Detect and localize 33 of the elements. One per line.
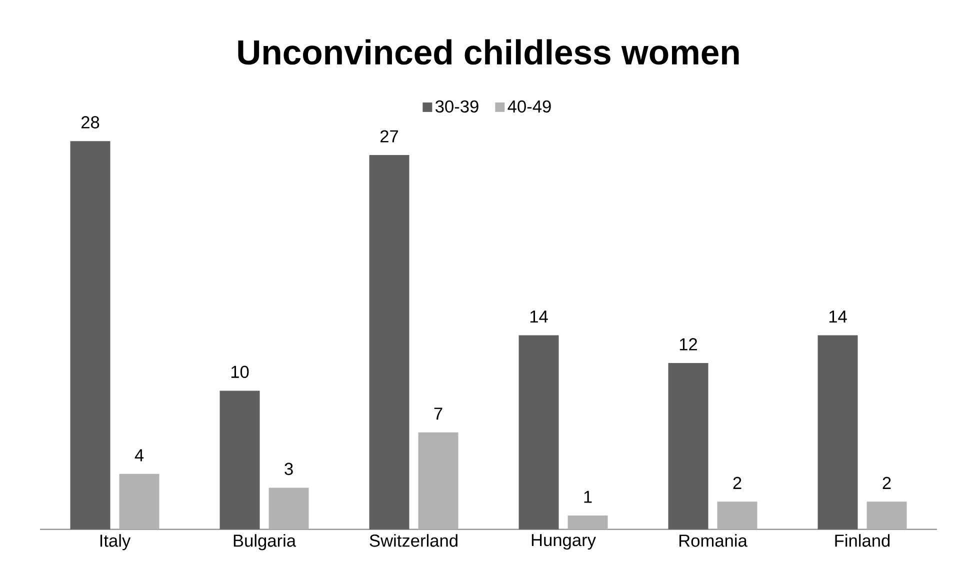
data-label: 2	[882, 476, 891, 489]
bar	[369, 155, 410, 530]
bar	[866, 502, 907, 530]
data-label: 28	[81, 116, 100, 128]
x-tick-label: Romania	[679, 534, 748, 547]
data-label: 27	[380, 130, 398, 142]
data-label: 12	[680, 338, 698, 350]
bar	[717, 502, 758, 530]
legend-label: 30-39	[436, 100, 478, 113]
data-label: 3	[284, 462, 293, 476]
bar	[668, 363, 708, 530]
x-tick-label: Bulgaria	[234, 534, 296, 550]
legend-label: 40-49	[508, 100, 551, 113]
x-tick-label: Finland	[835, 534, 890, 547]
data-label: 7	[434, 408, 442, 420]
data-label: 4	[134, 449, 144, 462]
bar	[518, 335, 559, 530]
bar	[70, 141, 110, 530]
bar	[268, 488, 309, 530]
x-tick-label: Italy	[100, 534, 131, 550]
data-label: 14	[829, 310, 847, 323]
bar	[119, 474, 160, 530]
bar	[220, 390, 260, 530]
data-label: 1	[584, 490, 592, 503]
x-tick-label: Hungary	[532, 534, 596, 550]
x-tick-label: Switzerland	[370, 534, 458, 547]
chart-title: Unconvinced childless women	[238, 39, 739, 65]
data-label: 10	[231, 366, 249, 378]
bar	[418, 432, 458, 530]
data-label: 2	[733, 476, 742, 489]
data-label: 14	[530, 310, 548, 323]
bar	[818, 335, 858, 530]
bar	[568, 516, 608, 530]
